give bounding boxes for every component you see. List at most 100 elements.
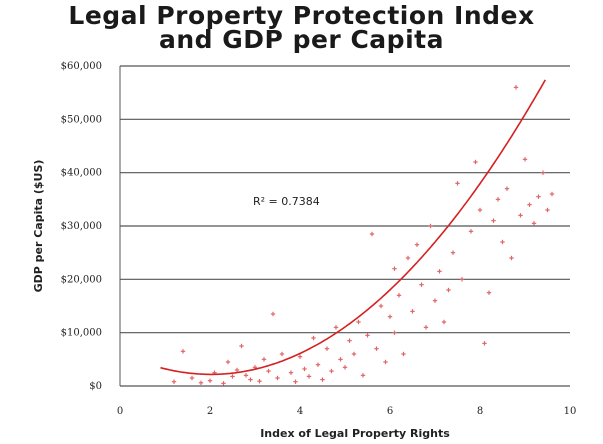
data-point xyxy=(401,351,406,357)
data-point xyxy=(410,309,415,314)
data-point xyxy=(450,250,456,255)
data-point xyxy=(270,311,276,317)
data-point xyxy=(306,374,312,379)
data-point xyxy=(329,368,334,374)
trend-line xyxy=(160,79,546,376)
data-point xyxy=(414,242,420,247)
x-tick-label: 2 xyxy=(207,406,213,417)
data-point xyxy=(378,303,384,309)
data-point xyxy=(437,269,442,274)
data-point xyxy=(423,325,429,330)
data-point xyxy=(221,381,226,386)
r-squared-annotation: R² = 0.7384 xyxy=(253,195,320,208)
data-point xyxy=(171,379,177,384)
data-point xyxy=(198,380,204,385)
data-point xyxy=(477,207,483,213)
x-tick-label: 10 xyxy=(564,406,577,417)
data-point xyxy=(549,191,555,197)
data-point xyxy=(257,379,262,384)
data-point xyxy=(311,335,316,341)
y-tick-label: $60,000 xyxy=(61,61,102,72)
data-point xyxy=(356,319,361,325)
data-point xyxy=(522,157,528,162)
data-point xyxy=(486,290,492,295)
chart-title: Legal Property Protection Index and GDP … xyxy=(0,1,603,54)
data-point xyxy=(459,277,465,282)
data-point xyxy=(540,170,546,175)
data-point xyxy=(248,377,253,382)
data-point xyxy=(500,239,505,245)
data-point xyxy=(302,366,307,372)
data-point xyxy=(392,266,397,271)
data-point xyxy=(342,365,348,370)
data-point xyxy=(455,181,460,186)
data-point xyxy=(545,207,550,213)
data-point xyxy=(473,159,478,165)
data-point xyxy=(374,346,379,351)
gridlines xyxy=(119,65,570,387)
y-axis-label: GDP per Capita ($US) xyxy=(32,160,45,293)
data-point xyxy=(491,218,496,223)
data-point xyxy=(419,282,424,287)
data-point xyxy=(468,229,474,234)
chart-title-line-2: and GDP per Capita xyxy=(159,25,444,54)
y-tick-label: $20,000 xyxy=(61,274,102,285)
data-point xyxy=(320,377,325,382)
x-axis-ticks: 0 2 4 6 8 10 xyxy=(117,406,577,417)
data-point xyxy=(518,213,523,218)
data-point xyxy=(288,370,294,375)
data-point xyxy=(504,186,510,191)
data-point xyxy=(531,221,537,226)
data-point xyxy=(441,319,447,325)
x-tick-label: 0 xyxy=(117,406,123,417)
y-tick-label: $30,000 xyxy=(61,221,102,232)
data-point xyxy=(293,379,298,384)
data-point xyxy=(405,255,411,261)
data-point xyxy=(297,354,303,359)
data-point xyxy=(324,346,330,351)
data-point xyxy=(432,298,438,303)
data-point xyxy=(369,231,375,237)
y-tick-label: $10,000 xyxy=(61,328,102,339)
x-tick-label: 4 xyxy=(297,406,303,417)
data-point xyxy=(387,314,393,319)
data-point xyxy=(207,378,213,383)
data-point xyxy=(482,341,487,346)
data-point xyxy=(234,367,240,373)
y-tick-label: $0 xyxy=(89,381,102,392)
data-point xyxy=(392,330,397,335)
data-point xyxy=(509,255,514,261)
data-point xyxy=(428,223,433,229)
data-point xyxy=(333,325,339,330)
data-point xyxy=(347,338,352,343)
x-tick-label: 8 xyxy=(477,406,483,417)
data-point xyxy=(225,359,231,365)
data-point xyxy=(180,349,186,354)
data-point xyxy=(315,362,321,367)
data-points xyxy=(171,85,555,386)
chart-title-line-1: Legal Property Protection Index xyxy=(68,1,535,30)
data-point xyxy=(275,375,280,381)
data-point xyxy=(536,194,541,199)
y-tick-label: $50,000 xyxy=(61,114,102,125)
y-axis-ticks: $0 $10,000 $20,000 $30,000 $40,000 $50,000 $60… xyxy=(61,61,102,392)
data-point xyxy=(279,351,285,357)
data-point xyxy=(396,293,402,298)
data-point xyxy=(495,197,501,202)
x-axis-label: Index of Legal Property Rights xyxy=(260,427,450,440)
data-point xyxy=(230,374,235,379)
data-point xyxy=(360,373,366,378)
data-point xyxy=(266,368,271,374)
data-point xyxy=(261,357,267,362)
data-point xyxy=(239,343,244,349)
data-point xyxy=(446,287,451,293)
data-point xyxy=(243,373,249,378)
data-point xyxy=(513,85,519,90)
data-point xyxy=(189,375,195,381)
data-point xyxy=(351,351,357,357)
data-point xyxy=(383,359,388,365)
y-tick-label: $40,000 xyxy=(61,168,102,179)
data-point xyxy=(338,357,343,362)
x-tick-label: 6 xyxy=(387,406,393,417)
